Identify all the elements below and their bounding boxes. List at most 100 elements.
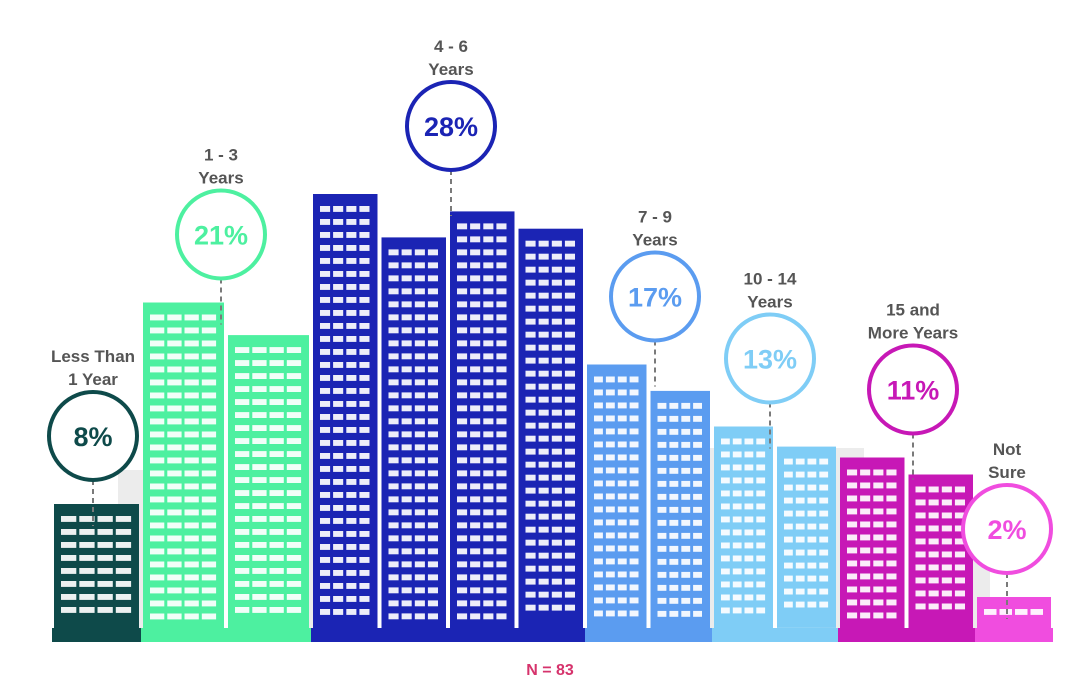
building-window [732, 503, 742, 510]
building-window [333, 492, 344, 498]
building-window [150, 600, 165, 607]
building-window [693, 415, 702, 422]
building-window [886, 521, 897, 528]
building-window [819, 458, 829, 465]
building-window [346, 245, 357, 251]
building-window [414, 366, 425, 373]
building-window [629, 506, 639, 513]
building-window [150, 522, 165, 529]
building-window [538, 279, 549, 286]
building-window [388, 418, 399, 425]
building-window [551, 253, 562, 260]
building-window [427, 353, 438, 360]
building-window [564, 591, 575, 598]
value-label: 13% [743, 345, 797, 375]
building-window [915, 499, 926, 506]
building-window [538, 422, 549, 429]
building-window [669, 597, 679, 604]
building-window [496, 444, 507, 451]
building-window [819, 536, 829, 543]
building-window [496, 431, 507, 438]
building-window [819, 497, 829, 504]
building-window [427, 483, 438, 490]
building-window [629, 415, 639, 422]
building-window [457, 301, 468, 308]
building-window [784, 471, 793, 478]
building-window [388, 444, 399, 451]
building-window [954, 538, 965, 545]
building-window [551, 604, 562, 611]
building-window [252, 477, 267, 483]
building-window [115, 529, 132, 535]
building-window [756, 555, 766, 562]
building-window [496, 535, 507, 542]
building-window [457, 470, 468, 477]
building-window [286, 373, 302, 379]
building-window [184, 379, 199, 386]
building-window [681, 584, 691, 591]
building-window [873, 508, 884, 515]
building-window [320, 479, 331, 485]
building-window [483, 535, 494, 542]
building-window [496, 483, 507, 490]
building-window [333, 557, 344, 563]
building-window [564, 292, 575, 299]
building-window [525, 292, 536, 299]
building-window [235, 503, 250, 509]
building-window [346, 310, 357, 316]
building-window [551, 344, 562, 351]
building-window [388, 327, 399, 334]
building-window [457, 522, 468, 529]
building-window [744, 438, 754, 445]
building-window [873, 469, 884, 476]
building-window [414, 522, 425, 529]
building-window [551, 422, 562, 429]
building-window [538, 305, 549, 312]
building-window [873, 599, 884, 606]
building-window [333, 375, 344, 381]
building-window [333, 440, 344, 446]
building-window [681, 402, 691, 409]
building-window [235, 360, 250, 366]
building-window [657, 402, 667, 409]
building-window [167, 392, 182, 399]
building-window [564, 435, 575, 442]
building-window [681, 467, 691, 474]
building-window [427, 444, 438, 451]
building-window [320, 245, 331, 251]
building-window [252, 438, 267, 444]
building-window [414, 587, 425, 594]
building-window [414, 496, 425, 503]
building-window [669, 441, 679, 448]
building-window [333, 427, 344, 433]
building-window [594, 532, 603, 539]
building-window [847, 573, 858, 580]
building-window [457, 392, 468, 399]
building-window [860, 508, 871, 515]
building-window [605, 402, 615, 409]
building-window [721, 555, 730, 562]
building-window [538, 604, 549, 611]
building-window [167, 405, 182, 412]
building-window [167, 379, 182, 386]
building-window [401, 353, 412, 360]
ground-bars [52, 628, 1053, 642]
building-window [551, 318, 562, 325]
building-window [184, 366, 199, 373]
building-window [346, 440, 357, 446]
building-window [756, 516, 766, 523]
building-window [807, 549, 817, 556]
building-window [414, 600, 425, 607]
building-window [551, 487, 562, 494]
building-window [629, 493, 639, 500]
building-window [984, 609, 997, 615]
building-window [496, 509, 507, 516]
building-window [681, 506, 691, 513]
building-window [359, 258, 370, 264]
building-window [150, 470, 165, 477]
building-window [860, 599, 871, 606]
building-window [954, 486, 965, 493]
building-window [150, 535, 165, 542]
building-window [1015, 609, 1028, 615]
building-window [388, 509, 399, 516]
